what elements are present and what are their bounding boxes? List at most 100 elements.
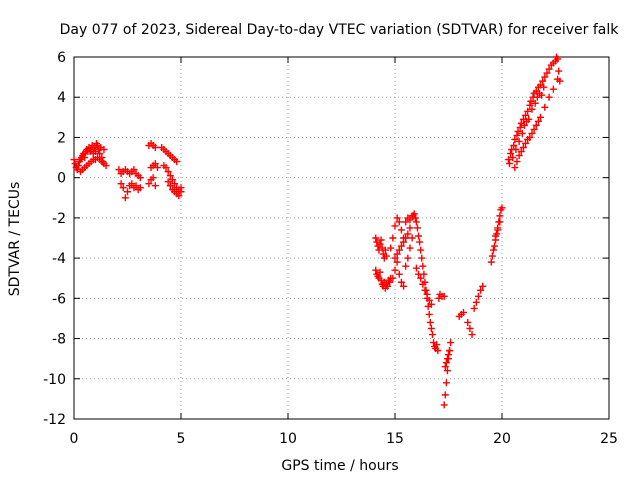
data-point (408, 234, 416, 242)
data-point (102, 162, 110, 170)
data-point (520, 121, 528, 129)
data-point (496, 212, 504, 220)
data-point (177, 188, 185, 196)
data-point (412, 218, 420, 226)
data-point (534, 117, 542, 125)
data-point (528, 105, 536, 113)
data-point (526, 133, 534, 141)
plot-frame (73, 56, 610, 420)
data-point (487, 258, 495, 266)
data-point (531, 99, 539, 107)
data-points (70, 53, 564, 409)
y-tick-label: -6 (52, 291, 66, 307)
data-point (393, 250, 401, 258)
data-point (442, 359, 450, 367)
data-point (130, 166, 138, 174)
data-point (397, 278, 405, 286)
data-point (151, 160, 159, 168)
x-tick-label: 15 (386, 431, 404, 447)
data-point (470, 304, 478, 312)
data-point (524, 107, 532, 115)
data-point (494, 226, 502, 234)
data-point (515, 152, 523, 160)
data-point (372, 234, 380, 242)
data-point (434, 347, 442, 355)
data-point (543, 69, 551, 77)
data-point (459, 308, 467, 316)
x-tick-label: 25 (600, 431, 618, 447)
data-point (442, 379, 450, 387)
data-point (117, 180, 125, 188)
data-point (512, 146, 520, 154)
data-point (540, 83, 548, 91)
data-point (526, 101, 534, 109)
data-point (519, 144, 527, 151)
data-point (554, 75, 562, 83)
data-point (472, 298, 480, 306)
data-point (466, 325, 474, 332)
data-point (128, 180, 136, 188)
x-tick-label: 20 (493, 431, 511, 447)
data-point (151, 144, 159, 151)
data-point (96, 150, 104, 158)
data-point (397, 226, 405, 234)
data-point (166, 182, 174, 190)
x-tick-label: 5 (177, 431, 186, 447)
data-point (525, 115, 533, 123)
data-point (381, 246, 389, 254)
data-point (402, 234, 410, 242)
data-point (121, 194, 129, 202)
y-tick-label: 4 (57, 90, 66, 106)
data-point (514, 127, 522, 135)
data-point (81, 154, 89, 162)
data-point (511, 164, 519, 172)
data-point (389, 234, 397, 242)
y-tick-label: -12 (43, 412, 66, 428)
data-point (124, 188, 131, 196)
data-point (397, 242, 405, 250)
data-point (412, 264, 420, 272)
data-point (393, 258, 401, 266)
data-point (428, 331, 436, 339)
data-point (415, 270, 423, 278)
data-point (391, 222, 399, 230)
data-point (511, 135, 519, 143)
data-point (402, 262, 410, 270)
data-point (149, 174, 157, 182)
data-point (389, 274, 397, 282)
data-point (404, 230, 412, 238)
data-point (527, 97, 535, 105)
data-point (411, 214, 419, 222)
data-point (474, 292, 482, 300)
data-point (168, 176, 176, 184)
data-point (387, 244, 395, 252)
data-point (115, 166, 123, 174)
data-point (496, 218, 504, 226)
data-point (151, 182, 159, 190)
data-point (427, 325, 435, 332)
data-point (406, 216, 414, 224)
data-point (537, 113, 545, 121)
data-point (418, 254, 426, 262)
y-axis-title: SDTVAR / TECUs (7, 182, 23, 297)
data-point (132, 182, 140, 190)
data-point (162, 164, 170, 172)
data-point (417, 274, 425, 282)
data-point (549, 85, 557, 93)
data-point (513, 131, 521, 139)
data-point (400, 282, 408, 290)
data-point (417, 246, 425, 254)
data-point (376, 240, 384, 248)
data-point (419, 262, 427, 270)
data-point (447, 339, 455, 347)
data-point (164, 168, 172, 176)
y-tick-label: -8 (52, 332, 66, 348)
data-point (136, 174, 144, 182)
data-point (164, 178, 172, 186)
data-point (100, 146, 108, 154)
data-point (491, 242, 499, 250)
data-point (538, 91, 546, 99)
data-point (515, 137, 523, 145)
data-point (440, 401, 448, 409)
